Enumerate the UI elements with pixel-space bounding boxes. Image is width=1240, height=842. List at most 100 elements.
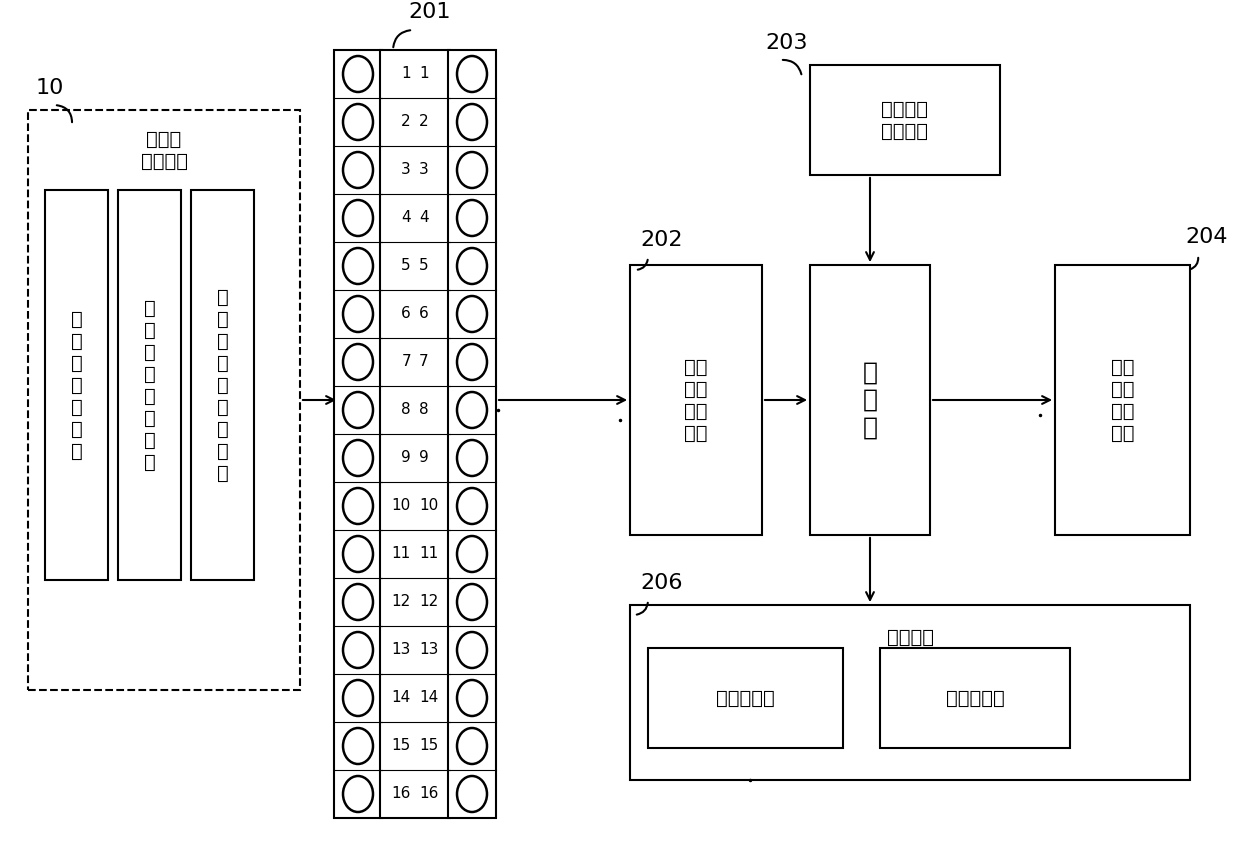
Text: 加
工
上
、
下
限
传
感
器: 加 工 上 、 下 限 传 感 器 — [217, 287, 228, 482]
Text: 加工站
检测电路: 加工站 检测电路 — [140, 130, 187, 170]
Text: 指示灯显示: 指示灯显示 — [717, 689, 775, 707]
Ellipse shape — [343, 632, 373, 668]
Text: 16: 16 — [392, 786, 410, 802]
Ellipse shape — [458, 248, 487, 284]
Bar — [379, 50, 450, 818]
Bar — [649, 648, 843, 748]
Text: 16: 16 — [419, 786, 439, 802]
Bar — [810, 65, 999, 175]
FancyArrowPatch shape — [1190, 258, 1198, 269]
Bar — [630, 265, 763, 535]
Bar — [29, 110, 300, 690]
Ellipse shape — [343, 248, 373, 284]
Ellipse shape — [343, 392, 373, 428]
FancyArrowPatch shape — [57, 105, 72, 122]
Ellipse shape — [458, 776, 487, 812]
Ellipse shape — [458, 104, 487, 140]
Bar — [334, 50, 382, 818]
Text: 4: 4 — [402, 210, 410, 226]
Ellipse shape — [343, 104, 373, 140]
Ellipse shape — [343, 296, 373, 332]
Ellipse shape — [458, 536, 487, 572]
Ellipse shape — [343, 488, 373, 524]
Ellipse shape — [343, 200, 373, 236]
Ellipse shape — [458, 728, 487, 764]
FancyArrowPatch shape — [782, 60, 801, 74]
Text: 13: 13 — [392, 642, 410, 658]
Text: 1: 1 — [419, 67, 429, 82]
Text: 15: 15 — [392, 738, 410, 754]
Ellipse shape — [458, 56, 487, 92]
Ellipse shape — [458, 488, 487, 524]
Ellipse shape — [458, 392, 487, 428]
Text: 4: 4 — [419, 210, 429, 226]
Bar — [191, 190, 254, 580]
Text: 7: 7 — [402, 354, 410, 370]
Text: 加
工
台
伸
缩
传
感
器: 加 工 台 伸 缩 传 感 器 — [144, 299, 155, 472]
Text: 物
料
检
测
传
感
器: 物 料 检 测 传 感 器 — [71, 310, 82, 461]
Text: 14: 14 — [419, 690, 438, 706]
FancyArrowPatch shape — [637, 603, 647, 615]
Ellipse shape — [458, 440, 487, 476]
Ellipse shape — [343, 152, 373, 188]
Text: 203: 203 — [765, 33, 807, 53]
FancyArrowPatch shape — [393, 30, 410, 47]
Ellipse shape — [458, 632, 487, 668]
Text: 201: 201 — [409, 2, 451, 22]
Text: 5: 5 — [419, 258, 429, 274]
Text: 12: 12 — [419, 594, 438, 610]
Text: 输出
电平
转换
电路: 输出 电平 转换 电路 — [1111, 358, 1135, 443]
Text: 9: 9 — [402, 450, 410, 466]
Ellipse shape — [458, 200, 487, 236]
Bar — [1055, 265, 1190, 535]
Bar — [630, 605, 1190, 780]
Text: 主令信号
输入电路: 主令信号 输入电路 — [882, 99, 929, 141]
Ellipse shape — [458, 344, 487, 380]
Text: 10: 10 — [392, 498, 410, 514]
Text: 显示电路: 显示电路 — [887, 627, 934, 647]
Text: 单
片
机: 单 片 机 — [863, 360, 878, 440]
FancyArrowPatch shape — [637, 260, 647, 269]
Text: 202: 202 — [640, 230, 682, 250]
Ellipse shape — [343, 680, 373, 716]
Text: 8: 8 — [402, 402, 410, 418]
Ellipse shape — [458, 296, 487, 332]
Ellipse shape — [343, 56, 373, 92]
Ellipse shape — [343, 440, 373, 476]
Ellipse shape — [343, 536, 373, 572]
Text: 9: 9 — [419, 450, 429, 466]
Text: 10: 10 — [36, 78, 64, 98]
Bar — [118, 190, 181, 580]
Text: 2: 2 — [419, 115, 429, 130]
Ellipse shape — [458, 680, 487, 716]
Text: 206: 206 — [640, 573, 682, 593]
Text: 12: 12 — [392, 594, 410, 610]
Text: 13: 13 — [419, 642, 439, 658]
Ellipse shape — [458, 152, 487, 188]
Bar — [810, 265, 930, 535]
Bar — [45, 190, 108, 580]
Text: 14: 14 — [392, 690, 410, 706]
Ellipse shape — [343, 776, 373, 812]
Text: 输入
电平
转换
电路: 输入 电平 转换 电路 — [684, 358, 708, 443]
Text: 7: 7 — [419, 354, 429, 370]
Ellipse shape — [343, 344, 373, 380]
Text: 1: 1 — [402, 67, 410, 82]
Text: 8: 8 — [419, 402, 429, 418]
Text: 6: 6 — [402, 306, 410, 322]
Text: 15: 15 — [419, 738, 438, 754]
Text: 2: 2 — [402, 115, 410, 130]
Text: 10: 10 — [419, 498, 438, 514]
Text: 3: 3 — [402, 163, 410, 178]
Ellipse shape — [343, 584, 373, 620]
Bar — [880, 648, 1070, 748]
Ellipse shape — [458, 584, 487, 620]
Ellipse shape — [343, 728, 373, 764]
Text: 11: 11 — [419, 546, 438, 562]
Text: 6: 6 — [419, 306, 429, 322]
Bar — [448, 50, 496, 818]
Text: 数码管显示: 数码管显示 — [946, 689, 1004, 707]
Text: 11: 11 — [392, 546, 410, 562]
Text: 3: 3 — [419, 163, 429, 178]
Text: 5: 5 — [402, 258, 410, 274]
